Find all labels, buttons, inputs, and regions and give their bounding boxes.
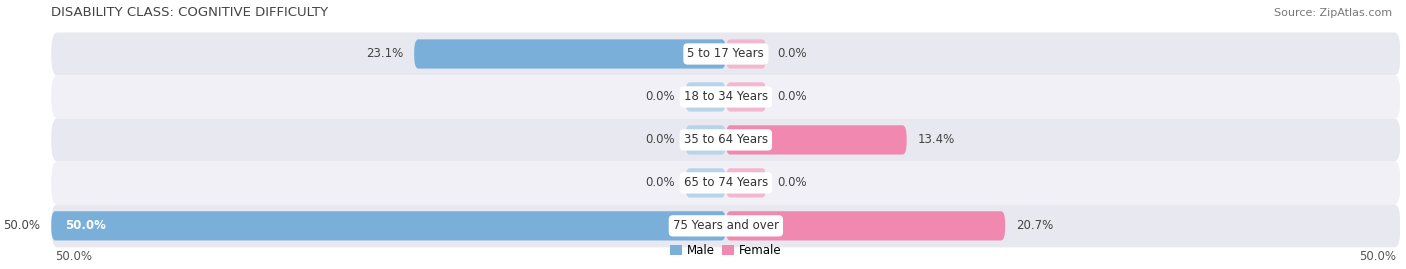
- Text: DISABILITY CLASS: COGNITIVE DIFFICULTY: DISABILITY CLASS: COGNITIVE DIFFICULTY: [51, 6, 329, 19]
- Text: 0.0%: 0.0%: [778, 47, 807, 61]
- Text: 65 to 74 Years: 65 to 74 Years: [683, 176, 768, 189]
- FancyBboxPatch shape: [725, 82, 766, 112]
- Text: 50.0%: 50.0%: [1360, 250, 1396, 263]
- Text: 35 to 64 Years: 35 to 64 Years: [683, 133, 768, 146]
- Text: 20.7%: 20.7%: [1017, 219, 1053, 232]
- FancyBboxPatch shape: [51, 76, 1400, 118]
- Text: 0.0%: 0.0%: [778, 176, 807, 189]
- FancyBboxPatch shape: [725, 211, 1005, 240]
- FancyBboxPatch shape: [725, 168, 766, 197]
- FancyBboxPatch shape: [415, 39, 725, 69]
- Legend: Male, Female: Male, Female: [666, 239, 786, 261]
- Text: 0.0%: 0.0%: [645, 133, 675, 146]
- Text: 75 Years and over: 75 Years and over: [673, 219, 779, 232]
- FancyBboxPatch shape: [685, 168, 725, 197]
- Text: Source: ZipAtlas.com: Source: ZipAtlas.com: [1274, 8, 1392, 18]
- FancyBboxPatch shape: [51, 204, 1400, 247]
- FancyBboxPatch shape: [51, 118, 1400, 161]
- Text: 0.0%: 0.0%: [645, 176, 675, 189]
- FancyBboxPatch shape: [51, 161, 1400, 204]
- Text: 5 to 17 Years: 5 to 17 Years: [688, 47, 765, 61]
- FancyBboxPatch shape: [51, 211, 725, 240]
- Text: 50.0%: 50.0%: [55, 250, 93, 263]
- FancyBboxPatch shape: [725, 125, 907, 154]
- Text: 50.0%: 50.0%: [3, 219, 41, 232]
- Text: 13.4%: 13.4%: [918, 133, 955, 146]
- Text: 0.0%: 0.0%: [778, 90, 807, 104]
- Text: 18 to 34 Years: 18 to 34 Years: [683, 90, 768, 104]
- FancyBboxPatch shape: [51, 33, 1400, 76]
- Text: 0.0%: 0.0%: [645, 90, 675, 104]
- FancyBboxPatch shape: [685, 125, 725, 154]
- FancyBboxPatch shape: [685, 82, 725, 112]
- Text: 50.0%: 50.0%: [65, 219, 105, 232]
- Text: 23.1%: 23.1%: [366, 47, 404, 61]
- FancyBboxPatch shape: [725, 39, 766, 69]
